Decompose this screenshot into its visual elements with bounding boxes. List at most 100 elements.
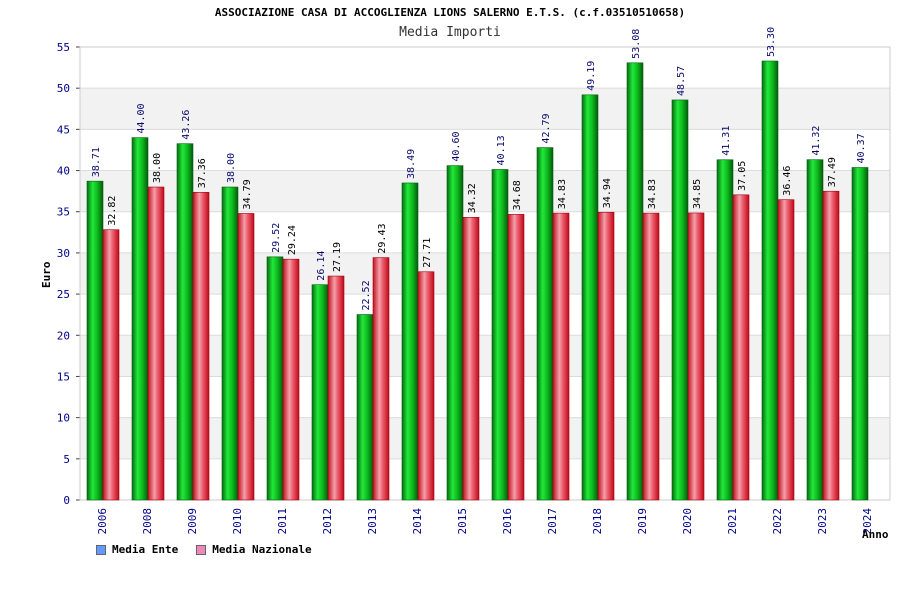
grid-band — [80, 376, 890, 418]
y-tick-label: 25 — [57, 288, 70, 301]
data-label: 34.94 — [602, 178, 613, 208]
data-label: 36.46 — [782, 166, 793, 196]
axis-layer: 0 5 10 15 20 25 30 35 40 45 50 55 2006 2008 2009 2010 20… — [57, 41, 891, 535]
x-tick-label: 2011 — [276, 508, 289, 535]
bar-media-ente — [131, 137, 149, 501]
data-label: 49.19 — [586, 61, 597, 91]
grid-band — [80, 170, 890, 212]
x-tick-label: 2020 — [681, 508, 694, 535]
bar-media-nazionale — [102, 229, 120, 501]
data-label: 34.68 — [512, 180, 523, 210]
grid-band — [80, 88, 890, 130]
data-label: 42.79 — [541, 113, 552, 143]
grid-band — [80, 47, 890, 89]
bar-media-nazionale — [147, 186, 165, 501]
data-label: 43.26 — [181, 110, 192, 140]
legend: Media Ente Media Nazionale — [96, 543, 312, 556]
bar-media-ente — [581, 94, 599, 501]
y-tick-label: 35 — [57, 206, 70, 219]
x-tick-label: 2014 — [411, 508, 424, 535]
bar-layer — [86, 60, 869, 501]
y-tick-label: 20 — [57, 329, 70, 342]
bar-media-ente — [221, 186, 239, 501]
bar-media-nazionale — [282, 258, 300, 501]
bar-media-ente — [671, 99, 689, 501]
data-label: 22.52 — [361, 280, 372, 310]
bar-media-nazionale — [327, 275, 345, 501]
bar-media-nazionale — [417, 271, 435, 501]
y-tick-label: 40 — [57, 165, 70, 178]
y-tick-label: 55 — [57, 41, 70, 54]
x-tick-label: 2008 — [141, 508, 154, 535]
y-tick-label: 45 — [57, 123, 70, 136]
y-tick-label: 5 — [63, 453, 70, 466]
data-label: 38.00 — [226, 153, 237, 183]
bar-media-nazionale — [237, 213, 255, 501]
data-label: 37.36 — [197, 158, 208, 188]
x-tick-label: 2023 — [816, 508, 829, 535]
bar-media-nazionale — [597, 211, 615, 501]
data-label: 29.24 — [287, 225, 298, 255]
y-tick-label: 30 — [57, 247, 70, 260]
grid-band — [80, 335, 890, 377]
x-tick-label: 2022 — [771, 508, 784, 535]
data-label: 38.00 — [152, 153, 163, 183]
grid-band — [80, 252, 890, 295]
data-label: 53.08 — [631, 29, 642, 59]
data-label: 40.13 — [496, 135, 507, 165]
grid-layer — [80, 46, 890, 501]
data-label: 37.05 — [737, 161, 748, 191]
plot-frame — [79, 46, 891, 501]
data-label: 41.32 — [811, 126, 822, 156]
y-tick-label: 10 — [57, 412, 70, 425]
legend-item-ente: Media Ente — [96, 543, 178, 556]
data-label: 34.83 — [557, 179, 568, 209]
bar-media-nazionale — [507, 214, 525, 501]
bar-media-ente — [626, 62, 644, 501]
bar-media-ente — [491, 169, 509, 501]
x-tick-label: 2019 — [636, 508, 649, 535]
data-label: 34.83 — [647, 179, 658, 209]
data-label: 44.00 — [136, 103, 147, 133]
bar-media-ente — [176, 143, 194, 501]
bar-media-nazionale — [822, 190, 840, 501]
data-label: 41.31 — [721, 126, 732, 156]
data-label: 53.30 — [766, 27, 777, 57]
x-tick-label: 2018 — [591, 508, 604, 535]
x-tick-label: 2010 — [231, 508, 244, 535]
grid-band — [80, 129, 890, 171]
bar-media-nazionale — [552, 212, 570, 501]
grid-band — [80, 458, 890, 500]
legend-item-nazionale: Media Nazionale — [196, 543, 312, 556]
bar-media-ente — [401, 182, 419, 501]
bar-media-nazionale — [372, 257, 390, 501]
data-label: 29.52 — [271, 223, 282, 253]
data-label: 38.49 — [406, 149, 417, 179]
x-tick-label: 2024 — [861, 508, 874, 535]
bar-media-ente — [761, 60, 779, 501]
data-label: 34.79 — [242, 179, 253, 209]
x-tick-label: 2006 — [96, 508, 109, 535]
bar-media-ente — [806, 159, 824, 501]
grid-band — [80, 294, 890, 336]
bar-media-ente — [311, 284, 329, 501]
grid-band — [80, 211, 890, 253]
data-label: 48.57 — [676, 66, 687, 96]
data-label: 27.71 — [422, 238, 433, 268]
bar-media-ente — [716, 159, 734, 501]
x-tick-label: 2009 — [186, 508, 199, 535]
data-label: 34.85 — [692, 179, 703, 209]
data-label: 34.32 — [467, 183, 478, 213]
y-tick-label: 15 — [57, 370, 70, 383]
chart-subtitle: Media Importi — [399, 25, 501, 40]
x-tick-label: 2016 — [501, 508, 514, 535]
bar-media-nazionale — [732, 194, 750, 501]
data-label: 40.60 — [451, 131, 462, 161]
data-label: 32.82 — [107, 196, 118, 226]
legend-label-ente: Media Ente — [112, 543, 179, 556]
data-label: 26.14 — [316, 251, 327, 281]
x-tick-label: 2021 — [726, 508, 739, 535]
data-label: 27.19 — [332, 242, 343, 272]
x-tick-label: 2013 — [366, 508, 379, 535]
